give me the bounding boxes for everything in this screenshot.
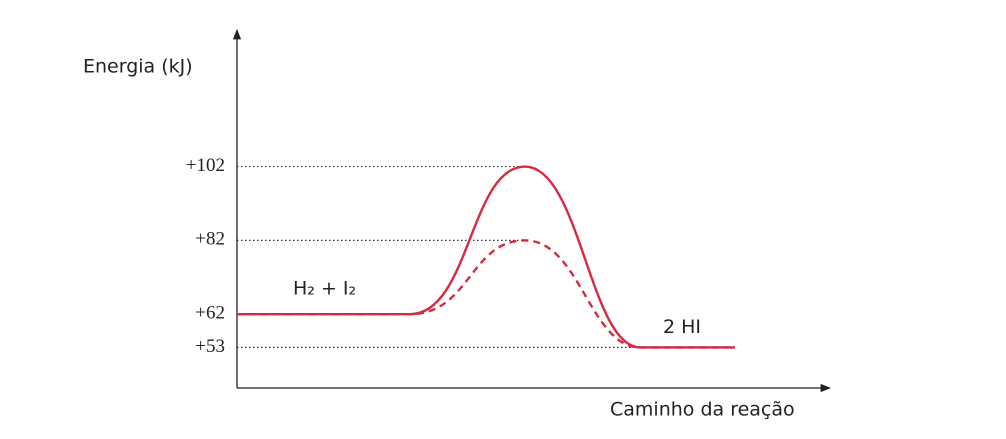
products-label: 2 HI bbox=[663, 316, 701, 338]
energy-curve bbox=[237, 239, 735, 349]
energy-curve bbox=[237, 165, 735, 349]
reactants-label: H₂ + I₂ bbox=[293, 278, 356, 300]
y-tick-label: +82 bbox=[195, 229, 225, 250]
y-tick-label: +102 bbox=[186, 155, 225, 176]
y-axis-label: Energia (kJ) bbox=[83, 56, 193, 78]
y-tick-label: +53 bbox=[195, 336, 225, 357]
x-axis-label: Caminho da reação bbox=[610, 399, 795, 421]
y-tick-label: +62 bbox=[195, 303, 225, 324]
